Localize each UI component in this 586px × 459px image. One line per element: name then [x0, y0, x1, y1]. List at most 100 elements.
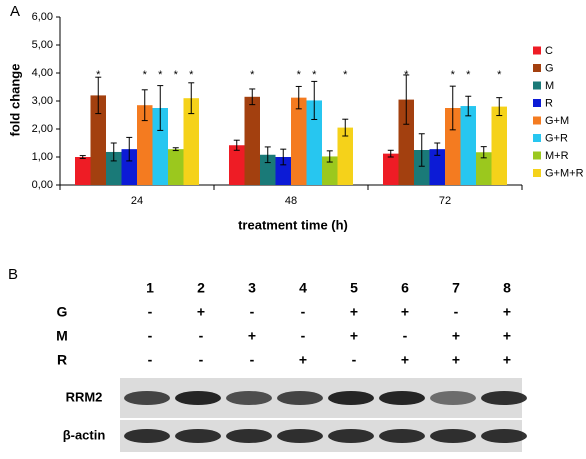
blot-band [226, 429, 272, 443]
bar [445, 108, 461, 185]
condition-sign: - [454, 304, 459, 320]
significance-label: * [466, 69, 471, 81]
condition-sign: + [503, 304, 511, 320]
legend-label: M [545, 80, 554, 92]
condition-sign: - [148, 328, 153, 344]
error-bar [434, 142, 441, 156]
error-bar [342, 118, 349, 137]
error-bar [496, 97, 503, 117]
bar [322, 156, 338, 185]
lane-number: 8 [503, 280, 511, 296]
condition-sign: - [403, 328, 408, 344]
significance-label: * [189, 69, 194, 81]
condition-sign: + [401, 304, 409, 320]
blot-band [430, 391, 476, 405]
bar [491, 106, 507, 185]
y-tick-label: 6,00 [32, 11, 53, 23]
significance-label: * [451, 69, 456, 81]
condition-sign: - [148, 352, 153, 368]
bar [183, 98, 199, 185]
x-axis-label: treatment time (h) [238, 217, 348, 232]
significance-label: * [312, 69, 317, 81]
condition-sign: + [350, 304, 358, 320]
condition-sign: + [452, 352, 460, 368]
bar [291, 97, 307, 185]
error-bar [141, 89, 148, 122]
bar [429, 149, 445, 185]
blot-band [175, 429, 221, 443]
legend-swatch [533, 99, 541, 107]
bar [306, 100, 322, 185]
error-bar [403, 74, 410, 125]
bar [106, 151, 122, 185]
error-bar [280, 148, 287, 166]
legend-label: G [545, 62, 554, 74]
bar [229, 145, 245, 185]
band-label: β-actin [63, 427, 106, 442]
legend-swatch [533, 169, 541, 177]
condition-sign: + [299, 352, 307, 368]
lane-number: 2 [197, 280, 205, 296]
error-bar [79, 155, 86, 159]
error-bar [387, 149, 394, 158]
lane-number: 6 [401, 280, 409, 296]
lane-number: 3 [248, 280, 256, 296]
condition-sign: - [148, 304, 153, 320]
error-bar [157, 85, 164, 131]
error-bar [249, 88, 256, 106]
bar [137, 105, 153, 185]
x-tick-label: 72 [439, 195, 451, 207]
blot-band [124, 429, 170, 443]
condition-sign: + [350, 328, 358, 344]
blot-band [175, 391, 221, 405]
blot-band [277, 391, 323, 405]
y-tick-label: 0,00 [32, 179, 53, 191]
y-tick-label: 1,00 [32, 151, 53, 163]
y-axis-label: fold change [7, 64, 22, 137]
legend-swatch [533, 116, 541, 125]
significance-label: * [343, 69, 348, 81]
condition-label: R [57, 352, 67, 368]
condition-sign: - [250, 352, 255, 368]
error-bar [480, 146, 487, 159]
lane-number: 1 [146, 280, 154, 296]
significance-label: * [404, 69, 409, 81]
lane-number: 4 [299, 280, 307, 296]
blot-band [379, 391, 425, 405]
legend-label: G+R [545, 132, 568, 144]
x-tick-label: 48 [285, 195, 297, 207]
bar [260, 154, 276, 185]
bar [476, 152, 492, 185]
condition-label: G [57, 304, 68, 320]
error-bar [449, 85, 456, 131]
significance-label: * [174, 69, 179, 81]
error-bar [188, 82, 195, 115]
error-bar [295, 85, 302, 110]
bar [398, 99, 414, 185]
bar [383, 153, 399, 185]
x-tick-label: 24 [131, 195, 143, 207]
error-bar [172, 147, 179, 152]
condition-sign: + [503, 328, 511, 344]
error-bar [95, 76, 102, 115]
legend-label: G+M+R [545, 167, 584, 179]
error-bar [233, 139, 240, 151]
bar [337, 127, 353, 185]
condition-sign: + [452, 328, 460, 344]
y-tick-label: 2,00 [32, 123, 53, 135]
legend-swatch [533, 134, 541, 142]
legend-swatch [533, 151, 541, 160]
bar [121, 149, 137, 185]
error-bar [110, 142, 117, 162]
condition-sign: + [248, 328, 256, 344]
y-tick-label: 5,00 [32, 39, 53, 51]
legend-swatch [533, 81, 541, 90]
legend-label: C [545, 45, 553, 57]
blot-band [481, 429, 527, 443]
bar [168, 149, 184, 185]
condition-sign: + [197, 304, 205, 320]
significance-label: * [497, 69, 502, 81]
bar [75, 157, 91, 185]
condition-label: M [56, 328, 68, 344]
bar [152, 108, 168, 185]
